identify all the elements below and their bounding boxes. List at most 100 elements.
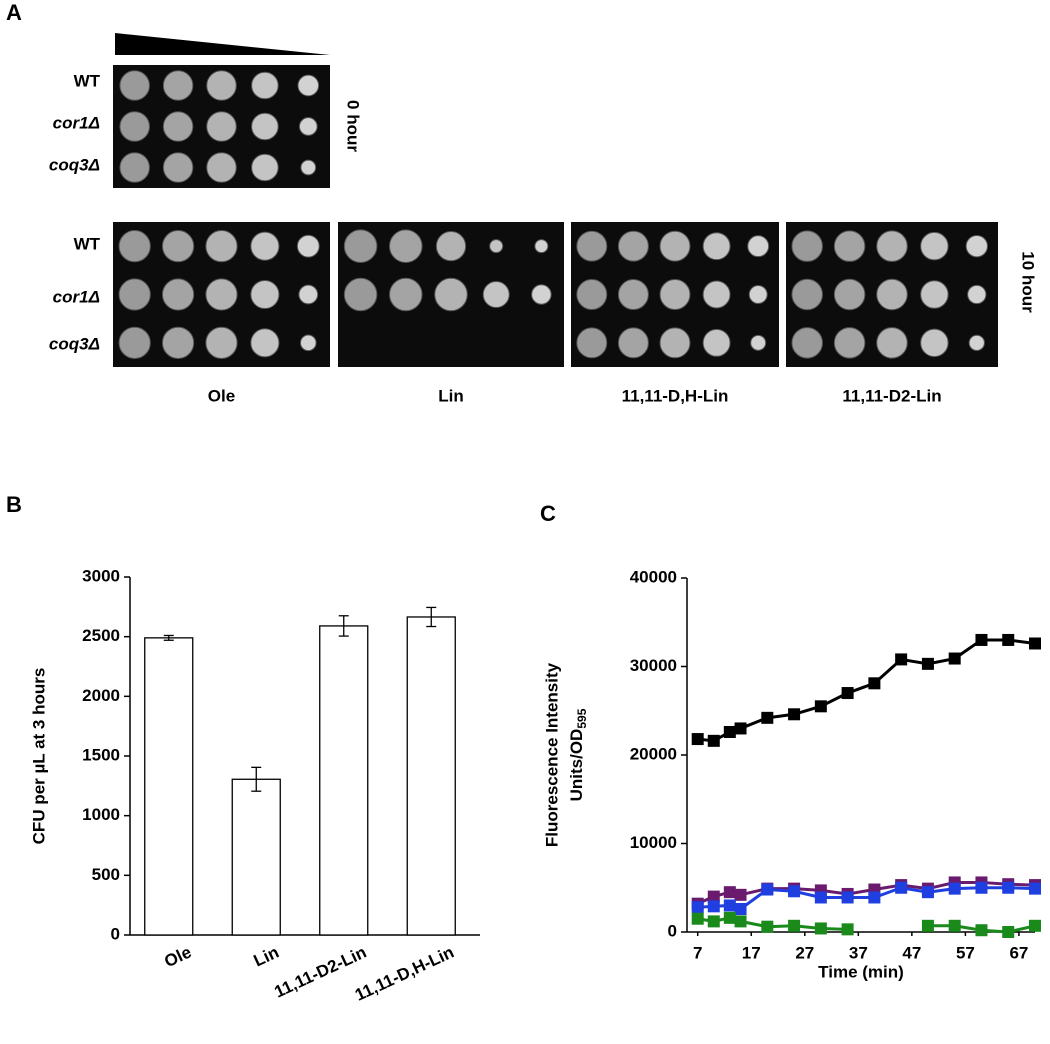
data-point	[1002, 926, 1015, 938]
data-point	[921, 657, 934, 670]
y-tick-label: 2000	[82, 686, 120, 705]
colony-spot	[118, 230, 151, 263]
data-point	[1029, 882, 1041, 895]
panel-label: B	[6, 492, 22, 517]
colony-spot	[702, 328, 731, 357]
data-point	[707, 900, 720, 913]
x-tick-label: 57	[956, 943, 975, 962]
colony-spot	[576, 279, 608, 310]
data-point	[921, 919, 934, 932]
colony-spot	[791, 278, 823, 311]
y-axis-label-main: Units/OD	[567, 729, 586, 802]
colony-spot	[876, 327, 908, 359]
colony-spot	[119, 152, 150, 183]
colony-spot	[206, 111, 237, 142]
y-tick-label: 2500	[82, 626, 120, 645]
row-label: coq3Δ	[49, 334, 100, 353]
x-tick-label: 7	[693, 943, 702, 962]
column-label: Ole	[208, 386, 235, 405]
colony-spot	[118, 278, 151, 311]
column-label: Lin	[438, 386, 464, 405]
y-axis-label: CFU per µL at 3 hours	[29, 668, 48, 845]
colony-spot	[299, 334, 317, 352]
x-tick-label: 27	[795, 943, 814, 962]
colony-spot	[162, 111, 194, 142]
data-point	[814, 700, 827, 713]
colony-spot	[965, 234, 988, 258]
data-point	[707, 890, 720, 903]
data-point	[691, 901, 704, 914]
colony-spot	[205, 230, 238, 263]
colony-spot	[162, 152, 194, 183]
bar	[144, 637, 194, 936]
colony-spot	[119, 70, 150, 101]
y-tick-label: 500	[92, 865, 120, 884]
colony-spot	[251, 71, 279, 100]
colony-spot	[482, 280, 510, 309]
colony-spot	[298, 117, 318, 136]
data-point	[734, 888, 747, 901]
y-tick-label: 20000	[630, 744, 677, 763]
error-bar	[426, 606, 437, 628]
data-point	[948, 882, 961, 895]
data-point	[707, 915, 720, 928]
row-label: coq3Δ	[49, 155, 100, 174]
data-point	[895, 653, 908, 666]
data-point	[734, 915, 747, 928]
y-tick-label: 10000	[630, 833, 677, 852]
colony-spot	[968, 334, 985, 351]
row-label: cor1Δ	[53, 113, 100, 132]
time-label: 10 hour	[1019, 251, 1038, 313]
colony-spot	[659, 327, 691, 359]
data-point	[841, 687, 854, 700]
colony-spot	[205, 278, 238, 311]
data-point	[975, 924, 988, 937]
data-point	[975, 881, 988, 894]
data-point	[868, 677, 881, 690]
data-point	[1002, 633, 1015, 646]
data-point	[761, 883, 774, 896]
colony-spot	[162, 70, 194, 101]
colony-spot	[300, 159, 317, 176]
x-tick-label: 67	[1009, 943, 1028, 962]
colony-spot	[489, 239, 504, 254]
colony-spot	[206, 152, 237, 183]
colony-spot	[251, 153, 279, 182]
colony-spot	[833, 230, 866, 262]
data-point	[691, 733, 704, 746]
colony-spot	[205, 326, 238, 359]
data-point	[1029, 919, 1041, 932]
colony-spot	[833, 278, 866, 311]
colony-spot	[534, 239, 549, 254]
error-bar	[251, 766, 262, 792]
panel-label: C	[540, 501, 556, 526]
colony-spot	[876, 230, 908, 262]
colony-spot	[659, 230, 691, 262]
colony-spot	[250, 279, 280, 310]
colony-spot	[250, 231, 280, 261]
colony-spot	[748, 285, 768, 304]
colony-spot	[702, 232, 731, 261]
colony-spot	[298, 284, 319, 305]
data-point	[975, 633, 988, 646]
colony-spot	[250, 328, 280, 358]
data-point	[707, 734, 720, 747]
column-label: 11,11-D2-Lin	[842, 386, 941, 405]
colony-spot	[920, 280, 949, 309]
colony-spot	[389, 229, 423, 263]
data-point	[948, 652, 961, 665]
data-point	[814, 891, 827, 904]
colony-spot	[435, 231, 467, 262]
colony-spot	[967, 284, 987, 305]
data-point	[788, 919, 801, 932]
colony-spot	[119, 111, 150, 142]
data-point	[691, 912, 704, 925]
colony-spot	[747, 235, 770, 258]
colony-spot	[576, 230, 608, 262]
colony-spot	[791, 327, 823, 359]
data-point	[948, 919, 961, 932]
data-point	[723, 725, 736, 738]
colony-spot	[920, 231, 949, 261]
x-tick-label: 47	[902, 943, 921, 962]
